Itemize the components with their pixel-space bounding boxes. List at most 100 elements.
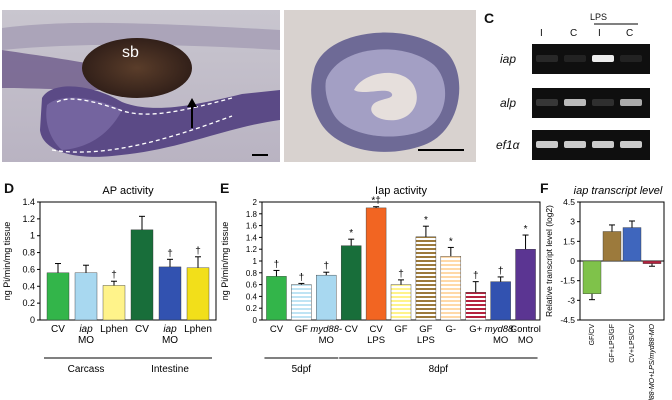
bar-8 xyxy=(465,292,486,321)
significance-mark-10: * xyxy=(524,224,528,235)
group-label-1: Intestine xyxy=(151,364,189,375)
chart-title: Iap activity xyxy=(375,185,427,197)
y-tick-label: 1.4 xyxy=(246,233,258,242)
x-tick-label-4: iap xyxy=(163,324,177,335)
lane-label-2: C xyxy=(570,28,578,39)
significance-mark-5: † xyxy=(195,246,201,257)
bar-5 xyxy=(390,284,412,321)
x-tick-label-2: MO xyxy=(319,335,334,346)
significance-mark-0: † xyxy=(274,259,280,270)
bar-3 xyxy=(642,260,662,264)
y-tick-label: 4.5 xyxy=(563,197,575,207)
gel-band-1-2 xyxy=(592,99,614,106)
bar-3 xyxy=(340,245,362,321)
y-tick-label: 1.4 xyxy=(22,197,35,207)
x-tick-label-3: CV xyxy=(345,324,359,335)
significance-mark-5: † xyxy=(398,269,404,280)
y-tick-label: 3 xyxy=(570,217,575,227)
chart-ap-activity: AP activity 0 0.2 0.4 0.6 0.8 1 1.2 1.4 ng Pi/min… xyxy=(2,185,217,375)
x-tick-label-1: GF+LPS/GF xyxy=(609,324,616,363)
x-tick-label-10: MO xyxy=(518,335,533,346)
bar-5 xyxy=(186,267,210,321)
x-tick-label-10: Control xyxy=(510,324,541,335)
group-label-1: 8dpf xyxy=(429,364,449,375)
y-axis-label: ng Pi/min/mg tissue xyxy=(2,222,12,301)
panel-letter-f: F xyxy=(540,180,549,196)
gel-band-2-2 xyxy=(592,141,614,148)
x-tick-label-6: LPS xyxy=(417,335,435,346)
bar-0 xyxy=(46,272,70,321)
x-tick-label-4: LPS xyxy=(367,335,385,346)
y-tick-label: 0.4 xyxy=(22,281,35,291)
y-tick-label: 0 xyxy=(253,316,258,325)
gel-strip-0 xyxy=(532,44,650,74)
significance-mark-2: † xyxy=(111,270,117,281)
gene-label-ef1a: ef1α xyxy=(496,138,520,152)
chart-title: iap transcript level xyxy=(574,185,663,197)
chart-iap-activity: Iap activity 0 0.2 0.4 0.6 0.8 1 1.2 1.4 1.6 1.8 2 n… xyxy=(220,185,541,375)
bar-4 xyxy=(365,207,387,321)
gel-band-2-0 xyxy=(536,141,558,148)
gel-band-1-3 xyxy=(620,99,642,106)
bar-2 xyxy=(622,227,642,262)
significance-mark-4: † xyxy=(167,248,173,259)
x-tick-label-9: myd88- xyxy=(485,324,517,335)
bar-9 xyxy=(490,281,511,321)
significance-mark-2: † xyxy=(323,261,329,272)
significance-mark-8: † xyxy=(473,271,479,282)
y-tick-label: 0.6 xyxy=(246,281,258,290)
gel-band-1-0 xyxy=(536,99,558,106)
y-tick-label: 0.6 xyxy=(22,264,35,274)
x-tick-label-1: iap xyxy=(79,324,93,335)
bar-4 xyxy=(158,266,182,321)
x-tick-label-7: G- xyxy=(446,324,457,335)
bar-7 xyxy=(440,256,462,321)
panel-b-micrograph xyxy=(284,10,476,162)
lane-label-1: I xyxy=(540,28,543,39)
bar-0 xyxy=(266,276,287,321)
gel-band-0-3 xyxy=(620,55,642,62)
bar-3 xyxy=(130,229,154,321)
group-label-0: Carcass xyxy=(68,364,105,375)
bar-6 xyxy=(415,236,437,321)
x-tick-label-8: G+ xyxy=(469,324,482,335)
x-tick-label-0: CV xyxy=(51,324,65,335)
x-tick-label-0: CV xyxy=(270,324,284,335)
significance-mark-1: † xyxy=(299,272,305,283)
panel-letter-e: E xyxy=(220,180,230,196)
lane-label-3: I xyxy=(598,28,601,39)
gel-band-1-1 xyxy=(564,99,586,106)
bar-1 xyxy=(291,284,312,321)
y-tick-label: 1.8 xyxy=(246,210,258,219)
y-tick-label: 0.2 xyxy=(246,304,258,313)
x-tick-label-2: CV+LPS/CV xyxy=(629,324,636,363)
x-tick-label-3: myd88-MO+LPS/myd88-MO xyxy=(649,323,656,400)
significance-mark-4: *† xyxy=(371,196,380,207)
panel-c-gel: LPS I C I C iap alp ef1α xyxy=(486,10,672,162)
x-tick-label-3: CV xyxy=(135,324,149,335)
y-tick-label: 1.5 xyxy=(563,236,575,246)
x-tick-label-1: GF xyxy=(295,324,308,335)
bar-0 xyxy=(582,260,602,294)
bar-10 xyxy=(515,248,536,321)
bar-1 xyxy=(602,231,622,262)
x-tick-label-4: MO xyxy=(162,335,178,346)
y-axis-label: ng Pi/min/mg tissue xyxy=(220,222,230,301)
swim-bladder-label: sb xyxy=(122,44,139,61)
y-tick-label: 0 xyxy=(570,256,575,266)
y-tick-label: 1.6 xyxy=(246,222,258,231)
y-tick-label: 0 xyxy=(30,315,35,325)
y-tick-label: 2 xyxy=(253,198,258,207)
x-tick-label-5: GF xyxy=(394,324,407,335)
x-tick-label-2: myd88- xyxy=(310,324,342,335)
lane-label-4: C xyxy=(626,28,634,39)
significance-mark-3: * xyxy=(349,228,353,239)
gene-label-iap: iap xyxy=(500,52,517,66)
gel-band-0-0 xyxy=(536,55,558,62)
panel-letter-d: D xyxy=(4,180,15,196)
gene-label-alp: alp xyxy=(500,96,517,110)
gel-band-0-1 xyxy=(564,55,586,62)
y-tick-label: 1.2 xyxy=(22,214,35,224)
x-tick-label-2: Lphen xyxy=(100,324,128,335)
